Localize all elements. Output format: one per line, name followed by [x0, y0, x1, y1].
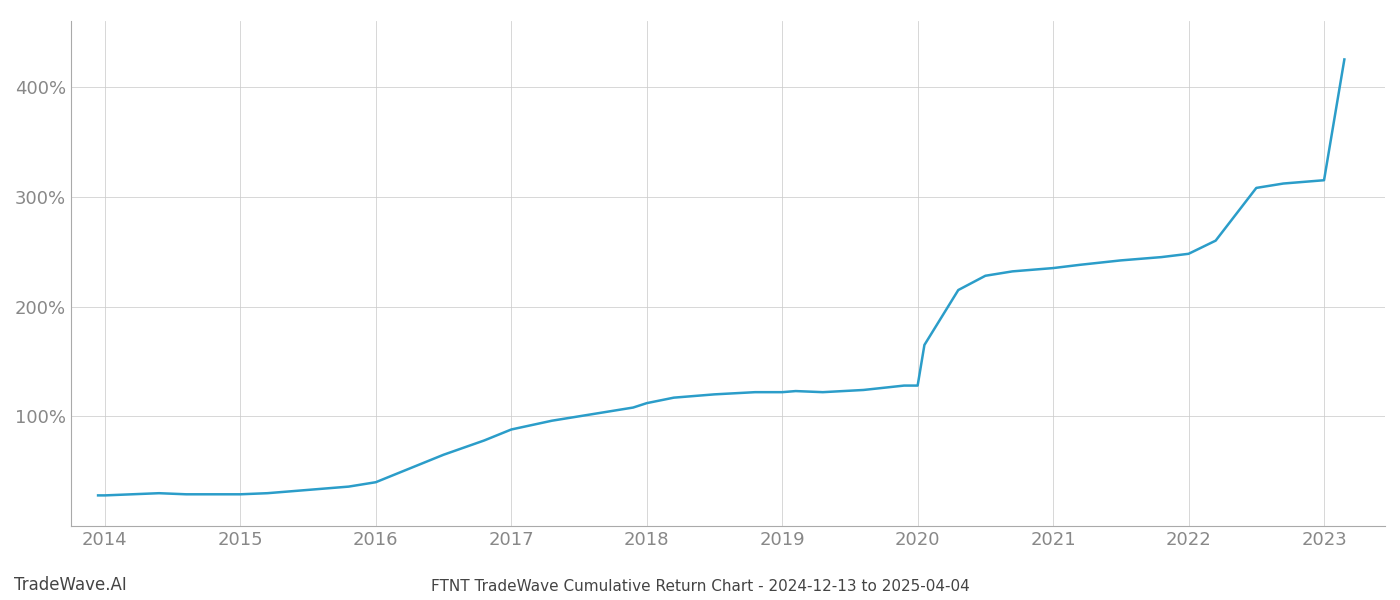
Text: FTNT TradeWave Cumulative Return Chart - 2024-12-13 to 2025-04-04: FTNT TradeWave Cumulative Return Chart -…	[431, 579, 969, 594]
Text: TradeWave.AI: TradeWave.AI	[14, 576, 127, 594]
